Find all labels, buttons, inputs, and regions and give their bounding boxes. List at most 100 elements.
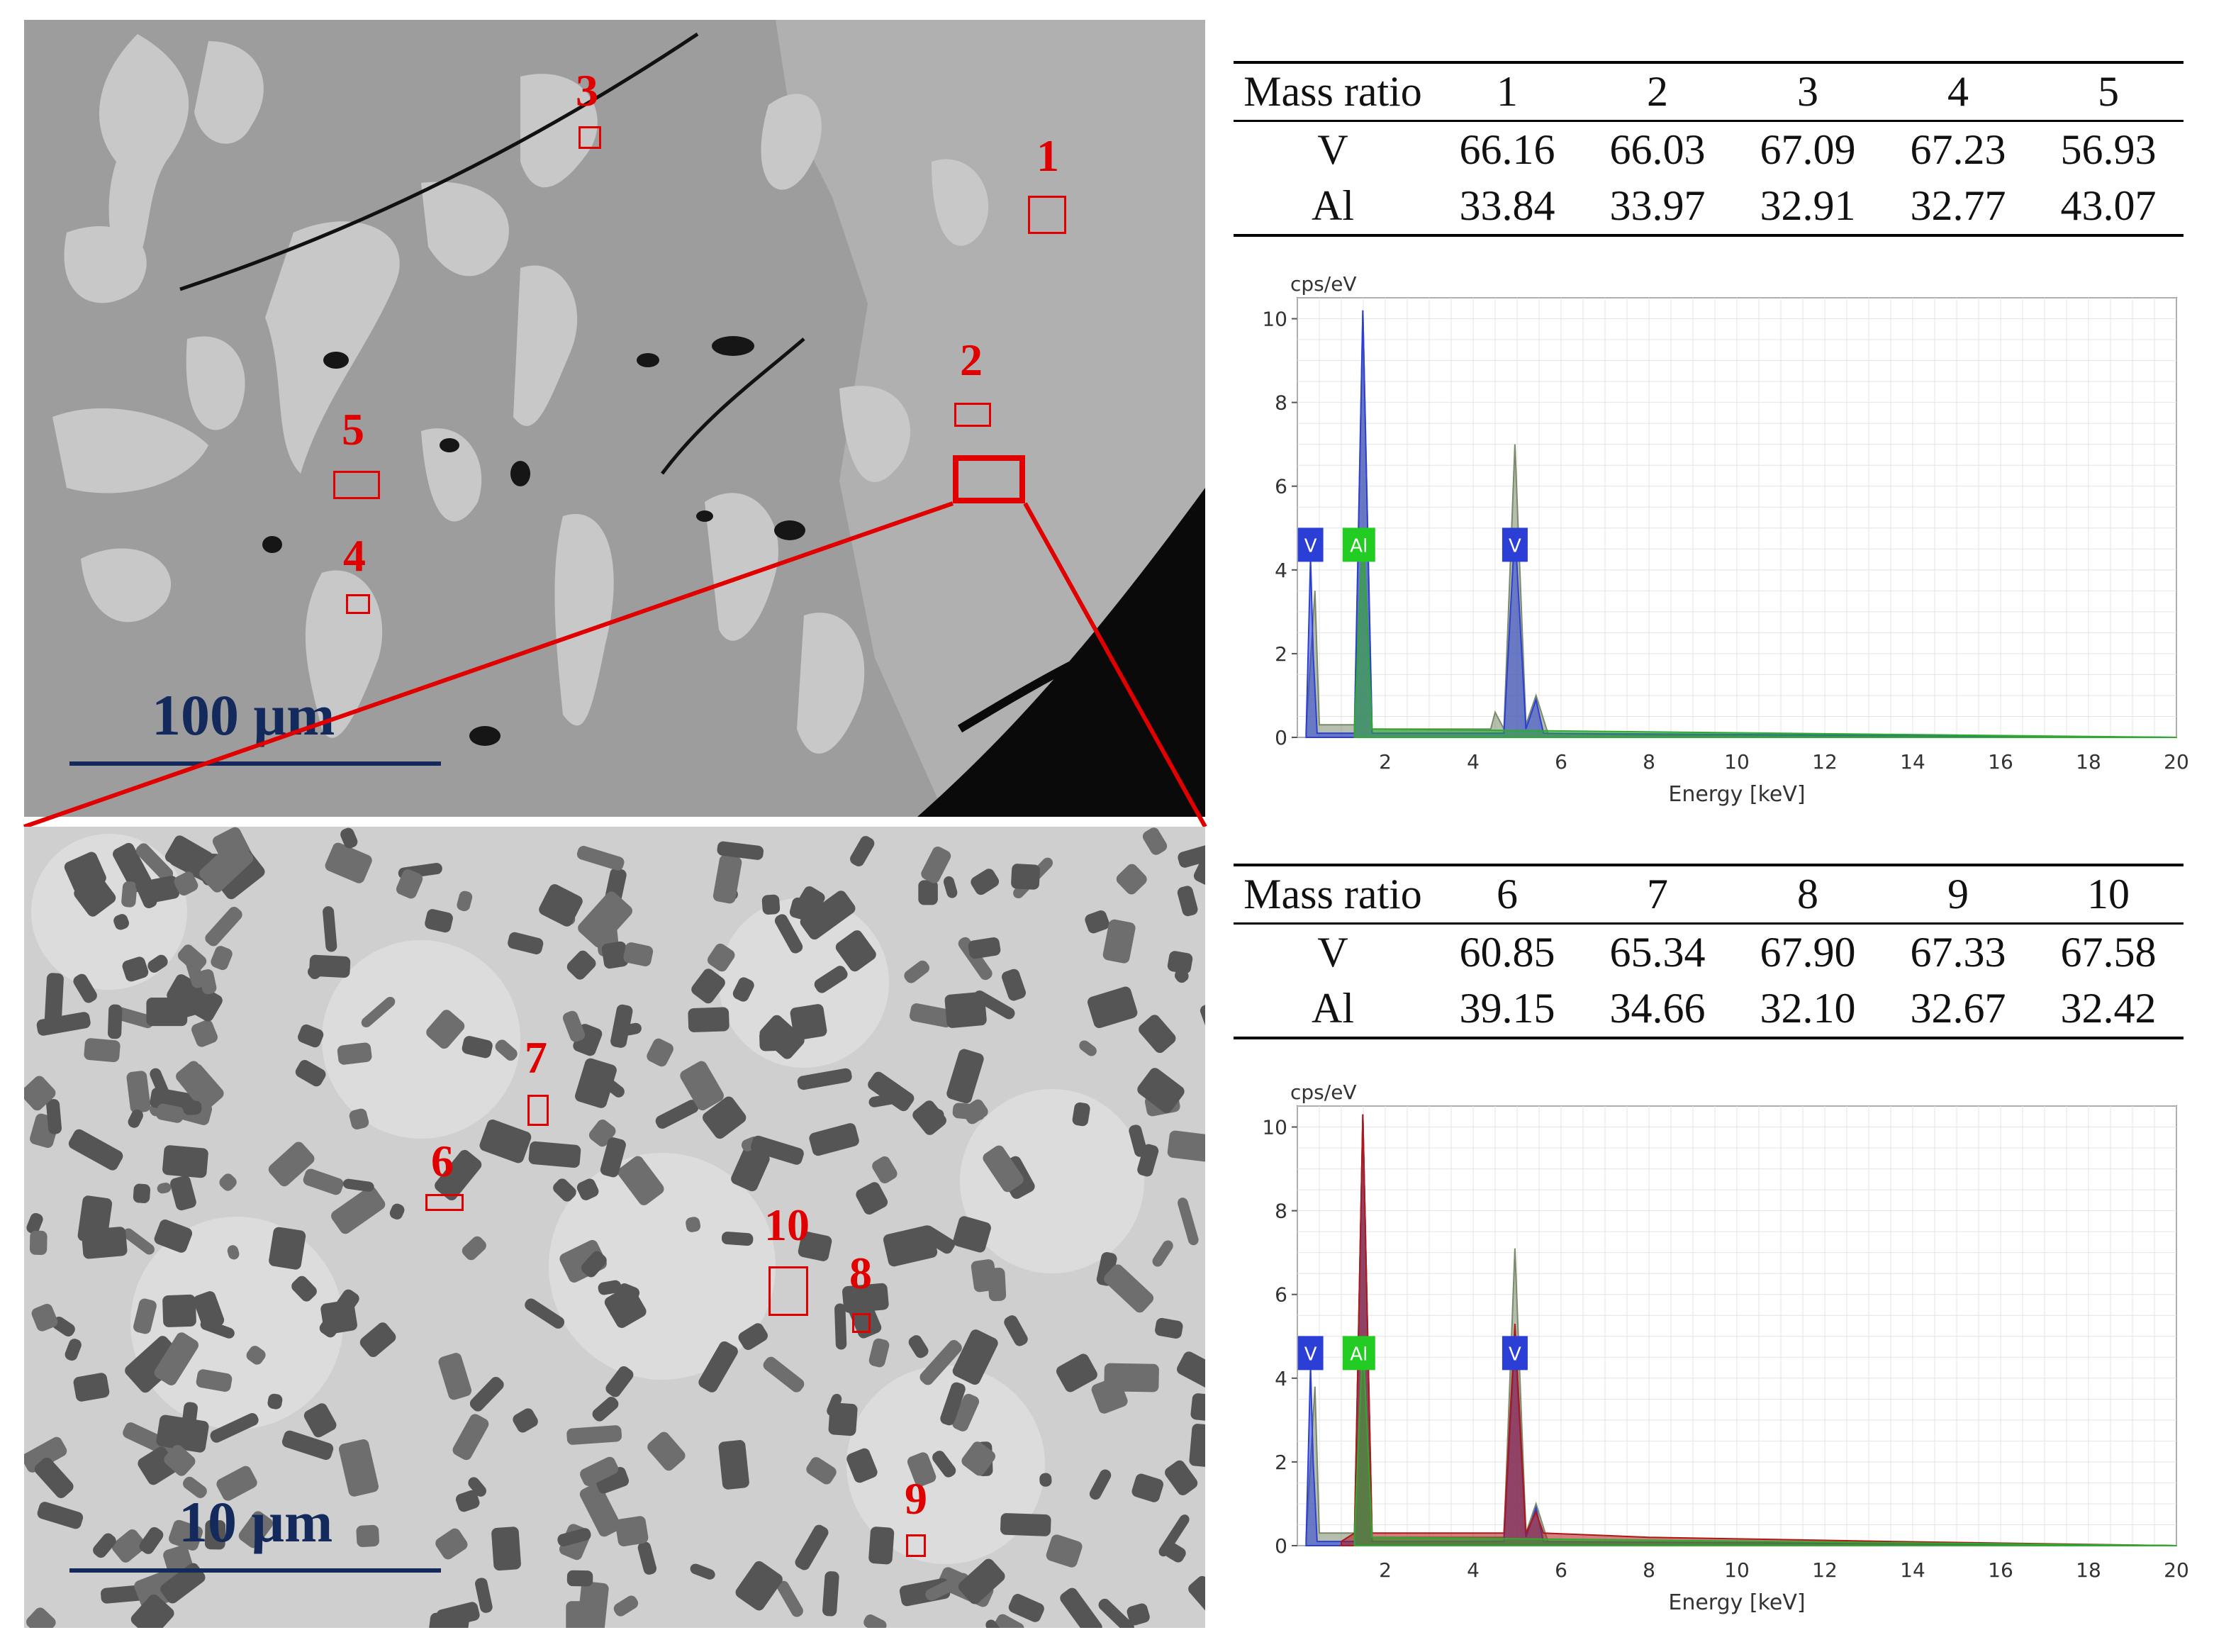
sem-particle bbox=[436, 1602, 480, 1628]
sem-particle bbox=[162, 1145, 208, 1178]
sem-particle bbox=[907, 1452, 937, 1487]
x-tick-label: 4 bbox=[1467, 1558, 1480, 1582]
sem-particle bbox=[623, 1022, 642, 1036]
sem-particle bbox=[680, 1061, 724, 1111]
sem-particle bbox=[528, 1141, 581, 1168]
sem-particle bbox=[581, 1251, 607, 1278]
table-cell: 67.33 bbox=[1910, 929, 2006, 976]
x-tick-label: 18 bbox=[2076, 750, 2101, 774]
sem-particle bbox=[1008, 1594, 1044, 1622]
y-tick-label: 10 bbox=[1262, 1116, 1287, 1139]
sem-particle bbox=[46, 1099, 62, 1134]
table-header-row: Mass ratio 6 7 8 9 10 bbox=[1234, 865, 2184, 925]
sem-particle bbox=[199, 969, 217, 995]
sem-particle bbox=[135, 843, 174, 881]
sem-particle bbox=[1102, 919, 1136, 964]
sem-particle bbox=[738, 1323, 768, 1351]
sem-particle bbox=[610, 1004, 633, 1048]
sem-particle bbox=[1046, 1534, 1083, 1568]
sem-particle bbox=[1158, 1514, 1190, 1557]
x-tick-label: 14 bbox=[1900, 1558, 1925, 1582]
element-marker bbox=[1502, 1336, 1528, 1371]
sem-particle bbox=[566, 1425, 622, 1445]
table-header-row: Mass ratio 1 2 3 4 5 bbox=[1234, 62, 2184, 122]
table-row: V 66.16 66.03 67.09 67.23 56.93 bbox=[1234, 121, 2184, 179]
x-tick-label: 14 bbox=[1900, 750, 1925, 774]
element-marker-label: Al bbox=[1350, 535, 1368, 557]
sem-particle bbox=[883, 1225, 938, 1267]
table-cell: Al bbox=[1312, 985, 1354, 1032]
sem-particle bbox=[452, 1414, 489, 1461]
sem-particle bbox=[795, 1524, 829, 1570]
sem-particle bbox=[971, 869, 1000, 895]
sem-particle bbox=[295, 1060, 326, 1087]
scale-bar-top bbox=[69, 761, 441, 766]
sem-particle bbox=[1098, 1598, 1134, 1628]
sem-particle bbox=[31, 1303, 58, 1332]
sem-particle bbox=[176, 1061, 216, 1102]
sem-particle bbox=[562, 1010, 586, 1042]
sem-particle bbox=[200, 1319, 235, 1339]
sem-particle bbox=[1011, 864, 1040, 890]
x-tick-label: 2 bbox=[1379, 1558, 1392, 1582]
x-tick-label: 2 bbox=[1379, 750, 1392, 774]
sem-particle bbox=[93, 1533, 116, 1558]
sem-particle bbox=[319, 1289, 359, 1338]
sem-particle bbox=[325, 842, 372, 883]
sem-particle bbox=[356, 1524, 379, 1547]
sem-particle bbox=[462, 1036, 493, 1059]
sem-particle bbox=[777, 1580, 803, 1617]
sem-particle bbox=[169, 1519, 203, 1551]
table-cell: 66.16 bbox=[1459, 126, 1555, 173]
sem-particle bbox=[647, 1038, 673, 1067]
x-tick-label: 6 bbox=[1555, 750, 1567, 774]
sem-particle bbox=[291, 1276, 317, 1302]
sem-particle bbox=[806, 1457, 837, 1485]
region-label-1: 1 bbox=[1036, 130, 1059, 181]
sem-particle bbox=[721, 1232, 754, 1246]
sem-particle bbox=[961, 1441, 996, 1476]
sem-particle bbox=[205, 906, 242, 947]
sem-particle bbox=[82, 1227, 128, 1259]
y-tick-label: 8 bbox=[1275, 391, 1287, 415]
sem-particle bbox=[912, 1100, 946, 1135]
table-header-cell: Mass ratio bbox=[1234, 865, 1432, 925]
sem-particle bbox=[1104, 1363, 1159, 1393]
sem-particle bbox=[156, 1103, 184, 1123]
sem-particle bbox=[925, 1573, 969, 1601]
sem-particle bbox=[580, 1456, 619, 1486]
sem-particle bbox=[52, 1316, 75, 1336]
element-marker bbox=[1297, 1336, 1324, 1371]
y-tick-label: 6 bbox=[1275, 1283, 1287, 1307]
sem-particle bbox=[309, 954, 351, 978]
sem-particle bbox=[359, 1322, 396, 1357]
sem-particle bbox=[123, 1228, 155, 1255]
sem-particle bbox=[525, 1298, 565, 1329]
table-cell: 32.77 bbox=[1910, 182, 2006, 229]
sem-particle bbox=[598, 1280, 622, 1295]
sem-particle bbox=[1085, 910, 1109, 934]
sem-particle bbox=[491, 1527, 521, 1571]
sem-particle bbox=[349, 1108, 369, 1129]
sem-particle bbox=[269, 1227, 306, 1270]
sem-particle bbox=[822, 1571, 839, 1617]
sem-particle bbox=[65, 1339, 82, 1361]
roi-box-6 bbox=[425, 1194, 464, 1211]
x-tick-label: 18 bbox=[2076, 1558, 2101, 1582]
sem-particle bbox=[508, 932, 544, 955]
sem-particle bbox=[139, 1527, 164, 1554]
y-tick-label: 2 bbox=[1275, 1451, 1287, 1474]
y-tick-label: 6 bbox=[1275, 475, 1287, 498]
sem-particle bbox=[735, 1561, 783, 1611]
sem-particle bbox=[774, 914, 803, 954]
table-header-cell: 8 bbox=[1733, 865, 1883, 925]
sem-particle bbox=[84, 1038, 121, 1063]
roi-box-9 bbox=[906, 1534, 926, 1557]
sem-particle bbox=[904, 960, 930, 983]
scale-bar-label-top: 100 μm bbox=[152, 683, 335, 747]
sem-particle bbox=[24, 1076, 56, 1111]
sem-particle bbox=[211, 946, 233, 971]
sem-particle bbox=[462, 1236, 486, 1261]
table-header-cell: 4 bbox=[1883, 62, 2033, 122]
